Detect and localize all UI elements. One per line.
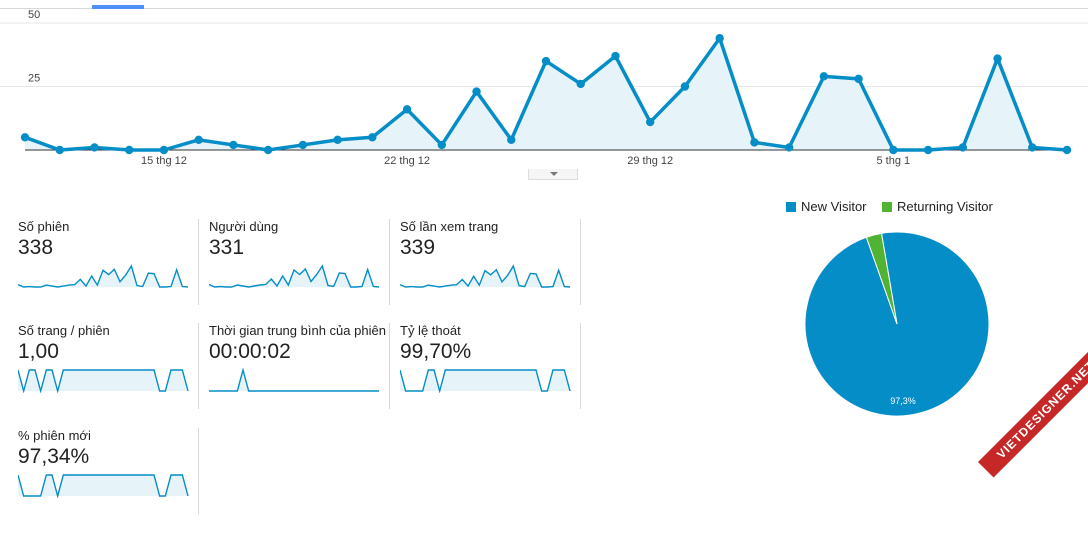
metric-bounce-rate[interactable]: Tỷ lệ thoát 99,70% bbox=[400, 323, 581, 409]
sparkline-line bbox=[400, 369, 571, 393]
metric-sparkline bbox=[18, 474, 189, 498]
data-point[interactable] bbox=[1062, 145, 1072, 155]
active-tab-indicator[interactable] bbox=[92, 5, 144, 9]
series-area bbox=[25, 38, 1067, 150]
legend-swatch bbox=[786, 202, 796, 212]
pie-slice-label: 97,3% bbox=[890, 396, 916, 406]
legend-label: Returning Visitor bbox=[897, 199, 993, 214]
data-point[interactable] bbox=[854, 74, 863, 84]
data-point[interactable] bbox=[889, 145, 898, 155]
data-point[interactable] bbox=[125, 145, 134, 155]
metric-value: 1,00 bbox=[18, 340, 59, 363]
sparkline-line bbox=[18, 369, 189, 393]
metric-value: 338 bbox=[18, 236, 54, 259]
data-point[interactable] bbox=[819, 72, 829, 81]
legend-new-visitor[interactable]: New Visitor bbox=[786, 199, 867, 214]
top-tab-bar bbox=[0, 0, 1088, 9]
metric-label: Số phiên bbox=[18, 219, 70, 234]
data-point[interactable] bbox=[715, 34, 724, 43]
data-point[interactable] bbox=[958, 143, 967, 152]
chart-collapse-handle[interactable] bbox=[528, 169, 578, 180]
sparkline-line bbox=[209, 367, 379, 392]
data-point[interactable] bbox=[194, 135, 203, 145]
sparkline-line bbox=[209, 264, 380, 288]
metric-value: 339 bbox=[400, 236, 436, 259]
legend-returning-visitor[interactable]: Returning Visitor bbox=[882, 199, 993, 214]
x-tick-label: 29 thg 12 bbox=[627, 155, 673, 167]
data-point[interactable] bbox=[368, 133, 377, 142]
y-tick-label: 25 bbox=[28, 73, 40, 85]
visitor-type-pie-chart: 97,3% bbox=[805, 232, 990, 417]
metric-pages-per-session[interactable]: Số trang / phiên 1,00 bbox=[18, 323, 199, 409]
y-tick-label: 50 bbox=[28, 10, 40, 21]
sparkline-line bbox=[18, 474, 189, 498]
metric-sessions[interactable]: Số phiên 338 bbox=[18, 219, 199, 305]
data-point[interactable] bbox=[20, 133, 30, 142]
data-point[interactable] bbox=[298, 140, 308, 150]
metric-sparkline bbox=[18, 369, 189, 393]
x-tick-label: 22 thg 12 bbox=[384, 155, 430, 167]
data-point[interactable] bbox=[576, 79, 585, 89]
data-point[interactable] bbox=[993, 54, 1002, 63]
data-point[interactable] bbox=[229, 140, 238, 150]
data-point[interactable] bbox=[55, 145, 64, 155]
metric-value: 00:00:02 bbox=[209, 340, 291, 363]
metric-label: Số lần xem trang bbox=[400, 219, 499, 234]
sparkline-area bbox=[209, 370, 379, 391]
data-point[interactable] bbox=[263, 145, 273, 155]
sparkline-area bbox=[18, 266, 188, 287]
data-point[interactable] bbox=[646, 117, 655, 127]
metric-sparkline bbox=[209, 264, 380, 288]
sparkline-area bbox=[400, 266, 570, 287]
data-point[interactable] bbox=[923, 145, 933, 155]
data-point[interactable] bbox=[159, 145, 169, 155]
metric-sparkline bbox=[400, 264, 571, 288]
metric-value: 99,70% bbox=[400, 340, 472, 363]
data-point[interactable] bbox=[472, 87, 481, 96]
legend-swatch bbox=[882, 202, 892, 212]
metric-sparkline bbox=[400, 369, 571, 393]
sparkline-area bbox=[400, 370, 570, 391]
data-point[interactable] bbox=[1028, 143, 1037, 152]
data-point[interactable] bbox=[750, 138, 759, 147]
data-point[interactable] bbox=[90, 143, 99, 152]
metric-label: Tỷ lệ thoát bbox=[400, 323, 461, 338]
metric-percent-new-sessions[interactable]: % phiên mới 97,34% bbox=[18, 428, 199, 514]
metric-label: Người dùng bbox=[209, 219, 279, 234]
data-point[interactable] bbox=[437, 140, 446, 150]
sparkline-line bbox=[400, 264, 571, 288]
data-point[interactable] bbox=[611, 51, 620, 61]
sparkline-area bbox=[18, 475, 188, 496]
metric-value: 331 bbox=[209, 236, 245, 259]
metric-label: Số trang / phiên bbox=[18, 323, 110, 338]
x-tick-label: 15 thg 12 bbox=[141, 155, 187, 167]
metric-label: % phiên mới bbox=[18, 428, 91, 443]
sparkline-area bbox=[18, 370, 188, 391]
metric-avg-session-duration[interactable]: Thời gian trung bình của phiên 00:00:02 bbox=[209, 323, 390, 409]
watermark-ribbon: VIETDESIGNER.NET bbox=[978, 341, 1088, 478]
x-tick-label: 5 thg 1 bbox=[877, 155, 911, 167]
metric-label: Thời gian trung bình của phiên bbox=[209, 323, 386, 338]
data-point[interactable] bbox=[541, 56, 551, 66]
data-point[interactable] bbox=[333, 135, 342, 145]
sparkline-line bbox=[18, 264, 189, 288]
legend-label: New Visitor bbox=[801, 199, 867, 214]
metric-pageviews[interactable]: Số lần xem trang 339 bbox=[400, 219, 581, 305]
pie-slice-returning-visitor[interactable] bbox=[865, 232, 898, 325]
data-point[interactable] bbox=[507, 135, 516, 145]
metric-users[interactable]: Người dùng 331 bbox=[209, 219, 390, 305]
data-point[interactable] bbox=[680, 82, 690, 91]
data-point[interactable] bbox=[402, 105, 412, 114]
metric-sparkline bbox=[209, 367, 379, 392]
sparkline-area bbox=[209, 266, 379, 287]
chevron-down-icon bbox=[550, 172, 558, 176]
metric-sparkline bbox=[18, 264, 189, 288]
data-point[interactable] bbox=[784, 143, 794, 152]
metric-value: 97,34% bbox=[18, 445, 90, 468]
sessions-line-chart: 50 25 15 thg 12 22 thg 12 29 thg 12 5 thg 1 bbox=[0, 10, 1088, 167]
